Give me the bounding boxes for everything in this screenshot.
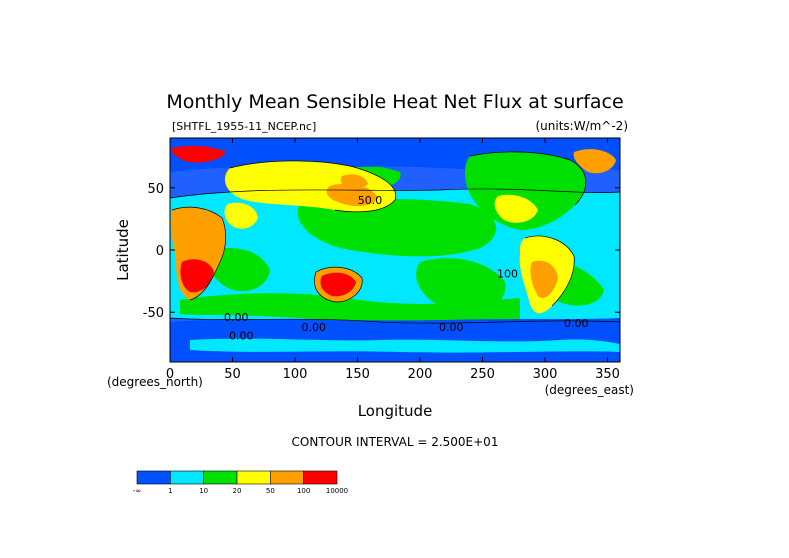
contour-label: 100 (497, 267, 518, 280)
x-tick-label: 200 (408, 367, 433, 382)
contour-line (170, 188, 620, 199)
contour-line (171, 206, 226, 301)
colorbar-tick-label: 10000 (326, 487, 348, 495)
land-north-america-yellow (494, 194, 538, 223)
contour-label: 50.0 (358, 194, 383, 207)
land-siberia-orange (340, 174, 368, 189)
contour-interval-text: CONTOUR INTERVAL = 2.500E+01 (292, 435, 499, 449)
ocean-band-green (180, 293, 520, 325)
colorbar-tick-label: 20 (233, 487, 242, 495)
y-axis-label: Latitude (114, 219, 132, 281)
land-greenland (573, 149, 616, 174)
colorbar-tick-label: 50 (266, 487, 275, 495)
contour-lines (170, 151, 620, 324)
contour-line (170, 317, 620, 324)
colorbar-tick-label: 1 (168, 487, 172, 495)
units-label: (units:W/m^-2) (535, 119, 628, 133)
contour-label: 0.00 (229, 330, 254, 343)
colorbar-tick-label: -∞ (133, 487, 141, 495)
land-africa-red (180, 259, 214, 293)
contour-label: 0.00 (302, 321, 327, 334)
contour-labels: 50.0 0.00 0.00 0.00 0.00 0.00 100 (224, 194, 589, 343)
ocean-band-green (207, 248, 270, 292)
colorbar-swatch (303, 470, 338, 485)
y-tick-label: -50 (143, 306, 164, 321)
x-tick-label: 0 (166, 367, 174, 382)
antarctic-cyan (190, 338, 620, 353)
contour-label: 0.00 (439, 321, 464, 334)
x-tick-label: 300 (533, 367, 558, 382)
colorbar-tick-label: 10 (199, 487, 208, 495)
dataset-label: [SHTFL_1955-11_NCEP.nc] (172, 120, 316, 133)
flux-field (170, 138, 620, 362)
x-units-label: (degrees_east) (545, 383, 634, 397)
chart-title: Monthly Mean Sensible Heat Net Flux at s… (166, 91, 623, 113)
plot-area: 50.0 0.00 0.00 0.00 0.00 0.00 100 (170, 138, 620, 362)
contour-label: 0.00 (224, 311, 249, 324)
x-tick-label: 250 (470, 367, 495, 382)
x-tick-label: 350 (595, 367, 620, 382)
land-south-america-orange (530, 260, 558, 298)
x-axis-ticks: 0 50 100 150 200 250 300 350 (166, 138, 620, 382)
contour-line (524, 235, 575, 307)
x-tick-label: 100 (283, 367, 308, 382)
contour-line (469, 151, 586, 206)
land-eurasia-orange (326, 183, 378, 207)
ocean-band-green (416, 258, 506, 314)
colorbar: -∞ 1 10 20 50 100 10000 (133, 470, 348, 495)
colorbar-swatch (170, 470, 204, 485)
land-australia-red (320, 272, 356, 297)
contour-line (314, 266, 363, 303)
x-tick-label: 50 (224, 367, 241, 382)
x-tick-label: 150 (345, 367, 370, 382)
ocean-band-green (297, 198, 497, 257)
y-tick-label: 50 (147, 182, 164, 197)
y-units-label: (degrees_north) (107, 375, 203, 389)
y-axis-ticks: -50 0 50 (143, 182, 620, 321)
colorbar-swatch (236, 470, 271, 485)
x-axis-label: Longitude (358, 402, 433, 420)
colorbar-swatch (270, 470, 304, 485)
colorbar-tick-label: 100 (297, 487, 310, 495)
land-north-america (464, 151, 586, 230)
land-siberia-north (171, 145, 226, 163)
contour-label: 0.00 (564, 317, 589, 330)
contour-line (229, 160, 397, 213)
colorbar-swatch (203, 470, 238, 485)
y-tick-label: 0 (156, 244, 164, 259)
land-arabia (224, 202, 258, 229)
colorbar-swatch (136, 470, 171, 485)
